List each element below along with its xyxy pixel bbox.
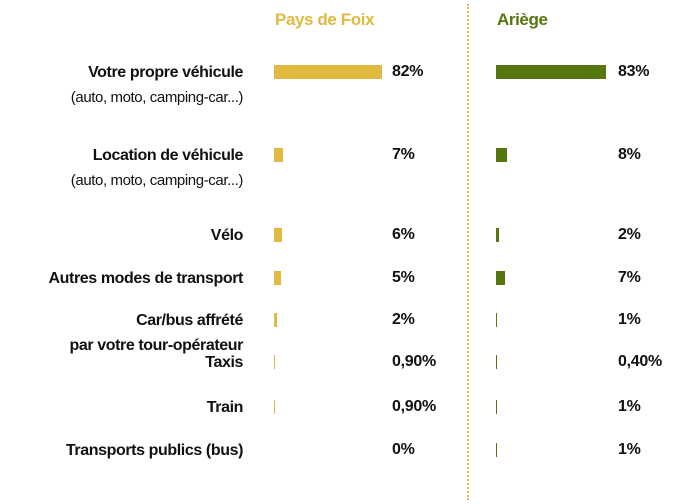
bar bbox=[496, 313, 498, 327]
value-label: 1% bbox=[618, 311, 641, 328]
category-label: Taxis bbox=[205, 353, 243, 371]
value-label: 0% bbox=[392, 441, 415, 458]
value-label: 0,90% bbox=[392, 398, 436, 415]
bar bbox=[274, 313, 277, 327]
category-label: Car/bus affrété par votre tour-opérateur bbox=[69, 311, 243, 354]
bar bbox=[496, 228, 499, 242]
bar bbox=[496, 271, 506, 285]
bar bbox=[496, 400, 498, 414]
bar bbox=[274, 271, 281, 285]
bar bbox=[496, 65, 606, 79]
bar bbox=[274, 228, 282, 242]
category-label: Location de véhicule bbox=[92, 146, 244, 164]
category-label: Vélo bbox=[210, 226, 244, 244]
category-label: Train bbox=[206, 398, 244, 416]
value-label: 2% bbox=[618, 226, 641, 243]
bar bbox=[496, 443, 498, 457]
value-label: 82% bbox=[392, 63, 424, 80]
value-label: 0,90% bbox=[392, 353, 436, 370]
category-label: Votre propre véhicule bbox=[88, 63, 243, 81]
value-label: 2% bbox=[392, 311, 415, 328]
category-label: Autres modes de transport bbox=[48, 269, 244, 287]
category-label: Transports publics (bus) bbox=[65, 441, 243, 459]
series-header: Pays de Foix bbox=[275, 10, 375, 29]
bar bbox=[274, 65, 383, 79]
value-label: 5% bbox=[392, 269, 415, 286]
value-label: 7% bbox=[392, 146, 415, 163]
bar bbox=[274, 355, 276, 369]
value-label: 1% bbox=[618, 398, 641, 415]
value-label: 0,40% bbox=[618, 353, 662, 370]
series-header: Ariège bbox=[497, 10, 548, 29]
value-label: 7% bbox=[618, 269, 641, 286]
value-label: 1% bbox=[618, 441, 641, 458]
divider bbox=[467, 4, 469, 500]
bar bbox=[496, 148, 507, 162]
value-label: 6% bbox=[392, 226, 415, 243]
bar bbox=[274, 400, 276, 414]
bar bbox=[496, 355, 497, 369]
category-note: (auto, moto, camping-car...) bbox=[70, 171, 244, 189]
value-label: 8% bbox=[618, 146, 641, 163]
value-label: 83% bbox=[618, 63, 650, 80]
category-note: (auto, moto, camping-car...) bbox=[70, 88, 244, 106]
bar bbox=[274, 148, 284, 162]
